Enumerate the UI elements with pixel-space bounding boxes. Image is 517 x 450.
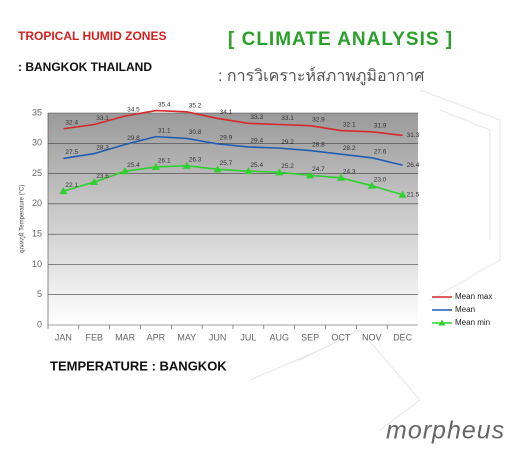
point-marker — [244, 167, 253, 175]
title: TROPICAL HUMID ZONES — [18, 29, 166, 43]
data-label: 31.3 — [407, 132, 420, 139]
data-label: 29.9 — [220, 135, 233, 142]
point-marker — [182, 161, 191, 169]
legend-marker — [438, 319, 446, 326]
data-label: 25.2 — [281, 163, 294, 170]
data-label: 24.3 — [343, 169, 356, 176]
plot: 0 5 10 15 20 25 30 35 JAN FEB MAR APR MAY JUN JUL AUG SE… — [32, 101, 492, 342]
series-line — [63, 109, 403, 137]
point-marker — [121, 167, 130, 175]
location: : BANGKOK THAILAND — [18, 60, 152, 74]
data-label: 33.1 — [96, 115, 109, 122]
data-label: 27.6 — [374, 149, 387, 156]
caption: TEMPERATURE : BANGKOK — [50, 358, 227, 373]
x-tick-label: MAR — [115, 332, 136, 342]
data-label: 21.5 — [407, 191, 420, 198]
data-label: 25.7 — [220, 160, 233, 167]
data-label: 34.1 — [220, 109, 233, 116]
data-label: 29.4 — [250, 138, 263, 145]
x-tick-label: JAN — [55, 332, 72, 342]
data-label: 25.4 — [127, 162, 140, 169]
data-label: 29.2 — [281, 139, 294, 146]
point-marker — [336, 173, 345, 181]
background-sketch — [249, 89, 501, 431]
y-tick-label: 15 — [32, 229, 42, 239]
y-tick-label: 10 — [32, 259, 42, 269]
x-tick-label: SEP — [301, 332, 319, 342]
legend-label: Mean max — [455, 292, 492, 301]
data-label: 26.4 — [407, 162, 420, 169]
data-label: 23.6 — [96, 173, 109, 180]
data-label: 34.5 — [127, 107, 140, 114]
legend-label: Mean — [455, 305, 475, 314]
data-label: 33.1 — [281, 115, 294, 122]
y-tick-label: 35 — [32, 107, 42, 117]
data-label: 30.8 — [189, 129, 202, 136]
series-line — [63, 135, 403, 166]
x-tick-label: FEB — [85, 332, 103, 342]
x-tick-label: DEC — [393, 332, 413, 342]
data-label: 35.4 — [158, 101, 171, 108]
data-label: 27.5 — [65, 149, 78, 156]
x-tick-label: NOV — [362, 332, 382, 342]
point-marker — [151, 162, 160, 170]
y-tick-label: 25 — [32, 168, 42, 178]
y-tick-label: 5 — [37, 289, 42, 299]
data-label: 22.1 — [65, 182, 78, 189]
logo: morpheus — [386, 417, 505, 445]
data-label: 33.3 — [250, 114, 263, 121]
data-label: 28.8 — [312, 141, 325, 148]
y-axis-label: อุณหภูมิ Temperature (°C) — [19, 185, 26, 254]
data-label: 24.7 — [312, 166, 325, 173]
data-label: 31.1 — [158, 127, 171, 134]
data-label: 31.9 — [374, 122, 387, 129]
point-marker — [275, 168, 284, 176]
point-marker — [59, 187, 68, 195]
point-marker — [398, 190, 407, 198]
data-label: 35.2 — [189, 103, 202, 110]
point-marker — [306, 171, 315, 179]
x-tick-label: JUN — [209, 332, 227, 342]
point-marker — [367, 181, 376, 189]
data-label: 25.4 — [250, 162, 263, 169]
data-label: 32.1 — [343, 121, 356, 128]
data-label: 32.4 — [65, 119, 78, 126]
data-label: 26.3 — [189, 156, 202, 163]
heading: [ CLIMATE ANALYSIS ] — [228, 29, 453, 50]
x-tick-label: AUG — [269, 332, 289, 342]
y-tick-label: 0 — [37, 319, 42, 329]
x-tick-label: JUL — [240, 332, 256, 342]
x-tick-label: OCT — [331, 332, 351, 342]
data-label: 26.1 — [158, 158, 171, 165]
point-marker — [213, 165, 222, 173]
point-marker — [90, 178, 99, 186]
legend-label: Mean min — [455, 318, 490, 327]
series-line — [63, 164, 403, 196]
x-tick-label: APR — [147, 332, 166, 342]
x-tick-label: MAY — [177, 332, 196, 342]
data-label: 28.3 — [96, 144, 109, 151]
data-label: 29.8 — [127, 135, 140, 142]
y-tick-label: 30 — [32, 138, 42, 148]
y-tick-label: 20 — [32, 198, 42, 208]
data-label: 23.0 — [374, 176, 387, 183]
data-label: 28.2 — [343, 145, 356, 152]
subheading: : การวิเคราะห์สภาพภูมิอากาศ — [218, 66, 424, 86]
data-label: 32.9 — [312, 116, 325, 123]
